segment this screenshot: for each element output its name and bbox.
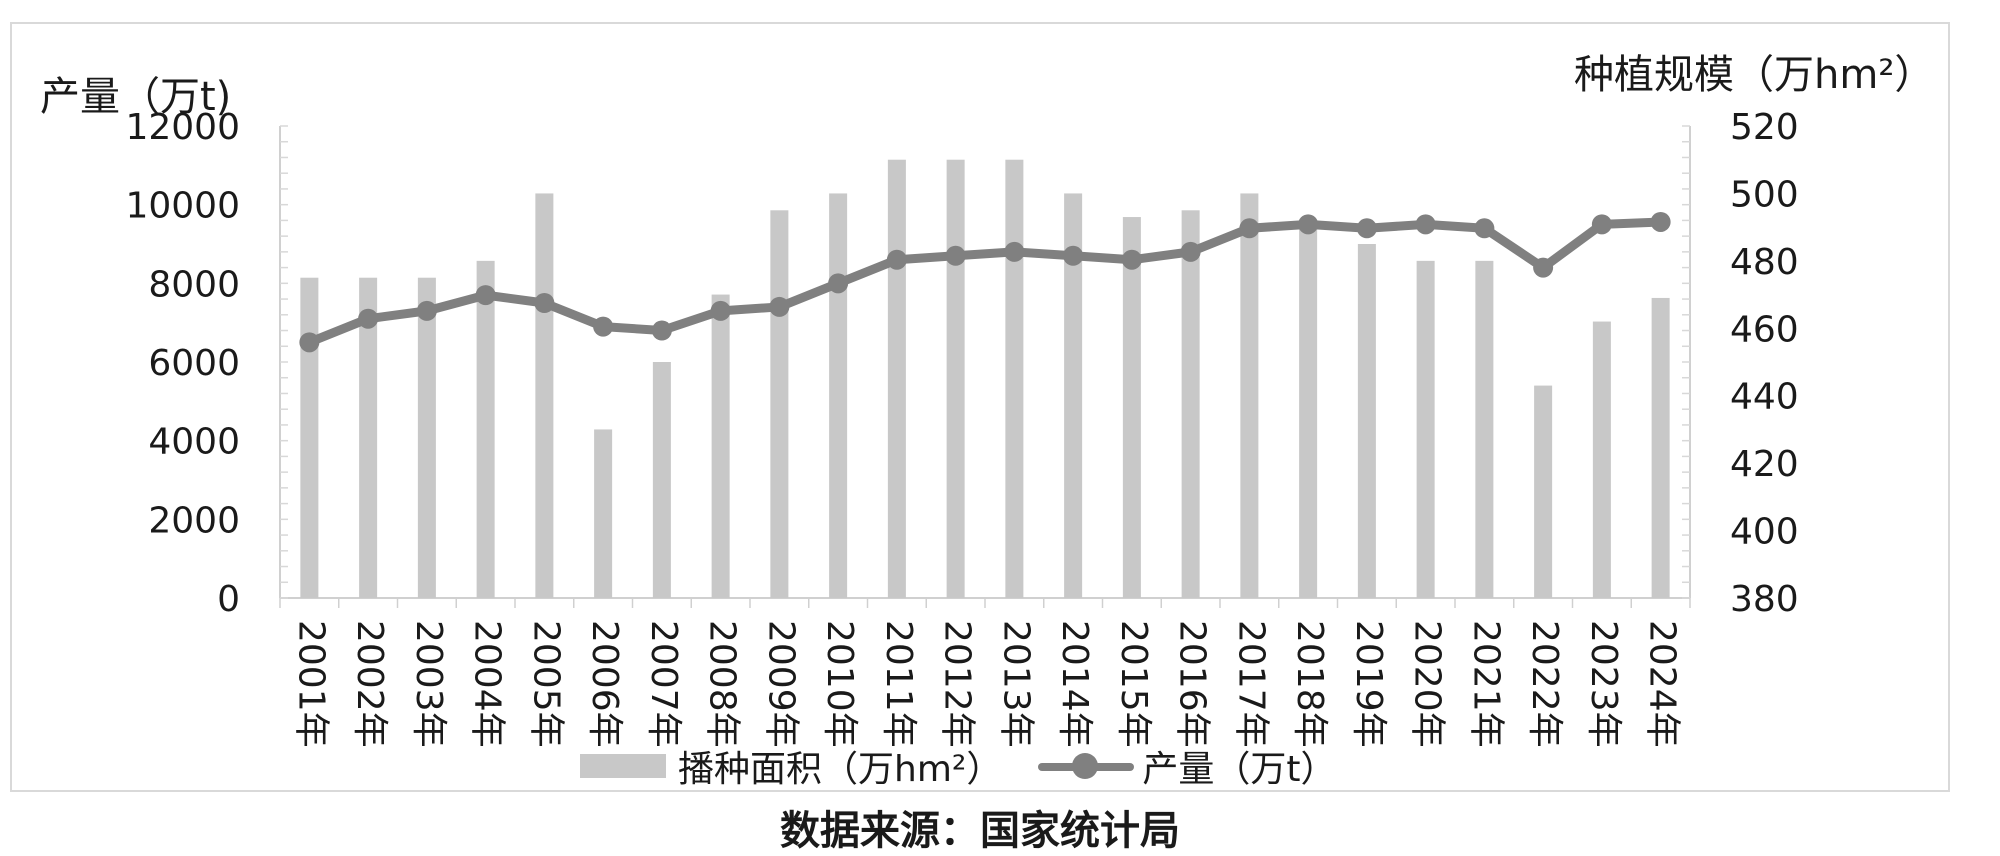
x-axis-tick-label: 2007年: [643, 620, 684, 748]
legend-line-label: 产量（万t）: [1142, 749, 1337, 790]
production-line: [304, 217, 1666, 347]
x-axis-tick-label: 2020年: [1407, 620, 1448, 748]
line-point: [1121, 249, 1142, 270]
x-axis-tick-label: 2005年: [525, 620, 566, 748]
line-point: [1474, 218, 1495, 239]
left-axis-tick-label: 10000: [125, 186, 240, 227]
line-point: [769, 296, 790, 317]
bar: [829, 193, 848, 598]
line-point: [1180, 241, 1201, 262]
legend-bar-swatch: [580, 754, 666, 778]
line-point: [828, 273, 849, 294]
bar: [417, 277, 436, 598]
right-axis-title: 种植规模（万hm²）: [1574, 52, 1935, 98]
legend-bar-label: 播种面积（万hm²）: [678, 749, 1003, 790]
x-axis-tick-label: 2024年: [1642, 620, 1683, 748]
right-axis-tick-label: 420: [1730, 444, 1799, 485]
x-axis-tick-label: 2019年: [1348, 620, 1389, 748]
left-axis-tick-label: 4000: [148, 422, 240, 463]
bar: [359, 277, 378, 598]
right-axis-tick-label: 400: [1730, 512, 1799, 553]
line-point: [1356, 218, 1377, 239]
line-point: [534, 293, 555, 313]
x-axis-tick-label: 2003年: [408, 620, 449, 748]
bar: [887, 159, 906, 598]
bar: [652, 362, 671, 598]
line-point: [1239, 218, 1260, 239]
line-point: [1650, 211, 1671, 232]
x-axis-tick-label: 2018年: [1289, 620, 1330, 748]
line-point: [1063, 245, 1084, 266]
left-axis-title: 产量（万t): [40, 74, 232, 120]
data-source-note: 数据来源：国家统计局: [780, 808, 1180, 854]
line-point: [299, 332, 320, 353]
x-axis-tick-label: 2014年: [1054, 620, 1095, 748]
right-axis-tick-label: 460: [1730, 309, 1799, 350]
bar: [770, 210, 789, 599]
line-point: [475, 285, 496, 306]
bar: [476, 260, 495, 598]
bar: [594, 429, 613, 598]
left-axis-tick-label: 8000: [148, 264, 240, 305]
line-point: [1298, 214, 1319, 235]
bar: [711, 294, 730, 598]
right-axis-tick-label: 520: [1730, 107, 1799, 148]
right-axis-tick-label: 440: [1730, 377, 1799, 418]
bar: [1592, 321, 1611, 598]
line-point: [1591, 214, 1612, 235]
right-axis-tick-label: 500: [1730, 174, 1799, 215]
x-axis-tick-label: 2023年: [1583, 620, 1624, 748]
bar: [1475, 260, 1494, 598]
line-point: [1533, 257, 1554, 278]
left-axis-tick-label: 12000: [125, 107, 240, 148]
right-axis-tick-label: 380: [1730, 579, 1799, 620]
legend: 播种面积（万hm²） 产量（万t）: [580, 740, 1336, 792]
bar: [1064, 193, 1083, 598]
line-point: [651, 320, 672, 341]
x-axis-tick-label: 2008年: [702, 620, 743, 748]
left-axis-tick-label: 2000: [148, 500, 240, 541]
x-axis-tick-label: 2012年: [937, 620, 978, 748]
line-point: [358, 308, 379, 329]
bar: [1122, 217, 1141, 598]
bar: [1357, 244, 1376, 598]
line-point: [593, 316, 614, 337]
legend-line-swatch: [1038, 746, 1135, 786]
x-axis-tick-label: 2004年: [467, 620, 508, 748]
line-point: [945, 245, 966, 266]
x-axis-tick-label: 2022年: [1524, 620, 1565, 748]
x-axis-tick-label: 2016年: [1172, 620, 1213, 748]
x-axis-tick-label: 2001年: [290, 620, 331, 748]
x-axis-tick-label: 2013年: [995, 620, 1036, 748]
line-point: [416, 300, 437, 321]
x-axis-tick-label: 2010年: [819, 620, 860, 748]
line-point: [1415, 214, 1436, 235]
x-axis-tick-label: 2021年: [1465, 620, 1506, 748]
right-axis-tick-label: 480: [1730, 242, 1799, 283]
bar: [1651, 297, 1670, 598]
line-point: [710, 300, 731, 321]
line-point: [886, 249, 907, 270]
bar: [1240, 193, 1259, 598]
x-axis-tick-label: 2009年: [760, 620, 801, 748]
bar: [1005, 159, 1024, 598]
chart-frame: [10, 22, 1950, 792]
x-axis-tick-label: 2011年: [878, 620, 919, 748]
bar: [1534, 385, 1553, 598]
left-axis-tick-label: 0: [217, 579, 240, 620]
left-axis-tick-label: 6000: [148, 343, 240, 384]
x-axis-tick-label: 2006年: [584, 620, 625, 748]
bar: [300, 277, 319, 598]
bar: [946, 159, 965, 598]
bar: [1416, 260, 1435, 598]
bar: [1181, 210, 1200, 599]
line-point: [1004, 241, 1025, 262]
x-axis-tick-label: 2015年: [1113, 620, 1154, 748]
bar: [1299, 227, 1318, 598]
x-axis-tick-label: 2002年: [349, 620, 390, 748]
bar: [535, 193, 554, 598]
x-axis-tick-label: 2017年: [1230, 620, 1271, 748]
